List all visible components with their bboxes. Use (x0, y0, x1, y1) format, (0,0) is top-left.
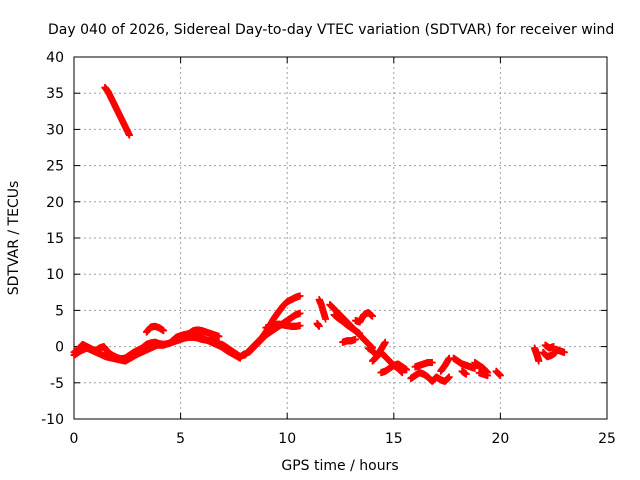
data-point (236, 354, 244, 362)
chart-grid (74, 57, 607, 419)
y-tick-label: 25 (46, 159, 64, 175)
data-points (70, 83, 568, 385)
axis-ticks (73, 56, 608, 420)
y-tick-label: 10 (46, 267, 64, 283)
data-point (351, 335, 359, 343)
data-point (445, 373, 453, 381)
x-tick-label: 5 (176, 431, 185, 447)
data-point (368, 312, 376, 320)
y-tick-label: 5 (55, 303, 64, 319)
y-tick-label: 0 (55, 340, 64, 356)
data-point (296, 292, 304, 300)
data-point (356, 330, 364, 338)
data-point (296, 322, 304, 330)
axis-tick-labels: -10 -5 0 5 10 15 20 25 30 35 40 0 5 10 15 20 25 (41, 50, 616, 447)
x-axis-title: GPS time / hours (281, 458, 398, 474)
chart-title: Day 040 of 2026, Sidereal Day-to-day VTE… (48, 22, 614, 38)
x-tick-label: 15 (385, 431, 403, 447)
y-tick-label: -5 (50, 376, 64, 392)
data-point (315, 322, 323, 330)
y-tick-label: 30 (46, 122, 64, 138)
data-point (215, 332, 223, 340)
data-point (160, 327, 168, 335)
data-point (484, 372, 492, 380)
data-point (403, 366, 411, 374)
y-tick-label: -10 (41, 412, 64, 428)
data-point (296, 309, 304, 317)
y-tick-label: 15 (46, 231, 64, 247)
y-tick-label: 40 (46, 50, 64, 66)
data-point (496, 372, 504, 380)
data-point (428, 359, 436, 367)
y-tick-label: 35 (46, 86, 64, 102)
data-point (322, 315, 330, 323)
data-point (462, 370, 470, 378)
y-axis-title: SDTVAR / TECUs (6, 181, 22, 296)
x-tick-label: 10 (278, 431, 296, 447)
x-tick-label: 20 (491, 431, 509, 447)
data-point (535, 357, 543, 365)
data-point (381, 338, 389, 346)
x-tick-label: 25 (598, 431, 616, 447)
data-point (560, 348, 568, 356)
data-point (125, 131, 133, 139)
x-tick-label: 0 (70, 431, 79, 447)
y-tick-label: 20 (46, 195, 64, 211)
